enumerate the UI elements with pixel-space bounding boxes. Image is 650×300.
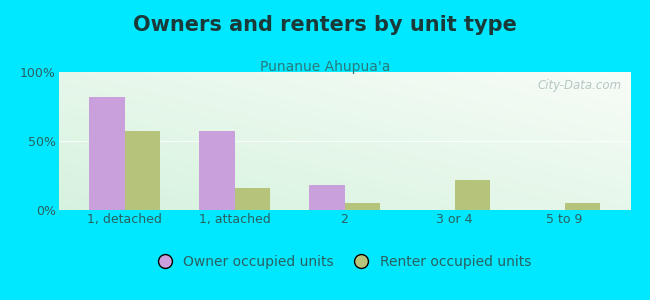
Text: City-Data.com: City-Data.com (538, 79, 622, 92)
Bar (125, 131, 160, 210)
Bar (344, 203, 380, 210)
Bar (89, 97, 125, 210)
Bar (235, 188, 270, 210)
Bar (454, 180, 489, 210)
Legend: Owner occupied units, Renter occupied units: Owner occupied units, Renter occupied un… (153, 250, 536, 275)
Bar (200, 131, 235, 210)
Bar (564, 203, 600, 210)
Bar (309, 185, 344, 210)
Text: Owners and renters by unit type: Owners and renters by unit type (133, 15, 517, 35)
Text: Punanue Ahupua'a: Punanue Ahupua'a (260, 60, 390, 74)
